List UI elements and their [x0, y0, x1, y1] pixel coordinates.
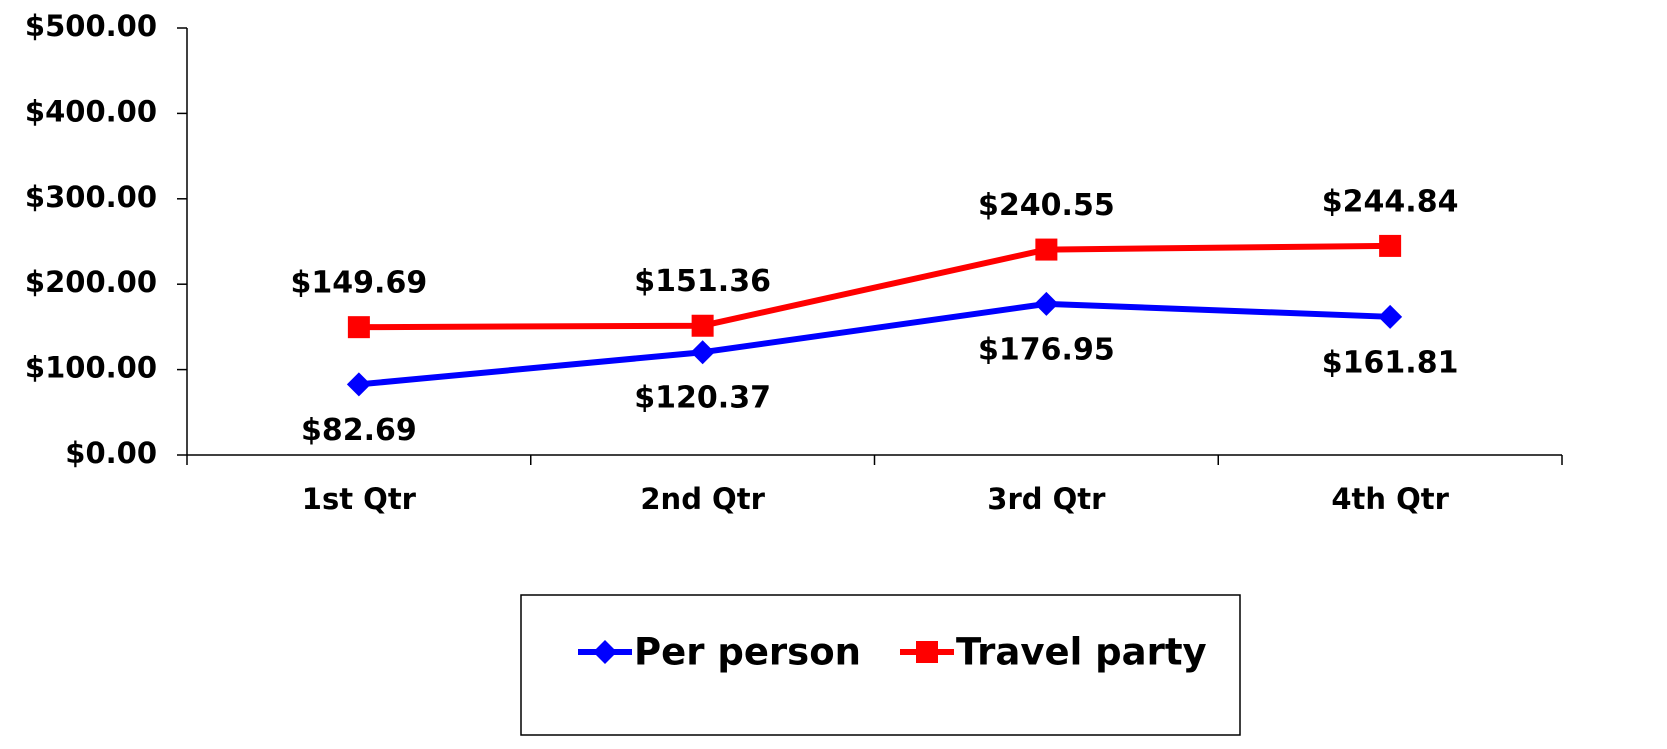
x-tick-label: 3rd Qtr: [987, 482, 1106, 516]
point: [1035, 238, 1058, 261]
point: [1379, 234, 1402, 257]
x-tick-label: 2nd Qtr: [640, 482, 765, 516]
point: [347, 316, 370, 339]
data-label: $240.55: [978, 188, 1115, 223]
data-label: $120.37: [634, 381, 771, 416]
y-tick-label: $0.00: [65, 436, 157, 470]
data-label: $244.84: [1322, 184, 1459, 219]
series-line: [358, 242, 1391, 331]
y-tick-label: $100.00: [25, 351, 157, 385]
y-tick-label: $200.00: [25, 265, 157, 299]
data-label: $151.36: [634, 264, 771, 299]
legend-marker: [593, 640, 617, 664]
legend-marker: [916, 641, 938, 663]
data-label: $161.81: [1322, 345, 1459, 380]
point: [346, 372, 371, 397]
legend-label: Per person: [634, 631, 861, 674]
point: [691, 314, 714, 337]
y-tick-label: $400.00: [25, 94, 157, 128]
x-tick-label: 4th Qtr: [1331, 482, 1449, 516]
x-tick-label: 1st Qtr: [302, 482, 417, 516]
point: [1378, 304, 1403, 329]
legend: Per person Travel party: [520, 594, 1241, 736]
data-label: $82.69: [301, 413, 417, 448]
legend-box: [520, 594, 1241, 736]
data-label: $176.95: [978, 332, 1115, 367]
series-line: [358, 300, 1391, 388]
data-label: $149.69: [291, 266, 428, 301]
legend-label: Travel party: [956, 631, 1207, 674]
point: [1034, 291, 1059, 316]
point: [690, 340, 715, 365]
y-tick-label: $300.00: [25, 180, 157, 214]
y-tick-label: $500.00: [25, 9, 157, 43]
